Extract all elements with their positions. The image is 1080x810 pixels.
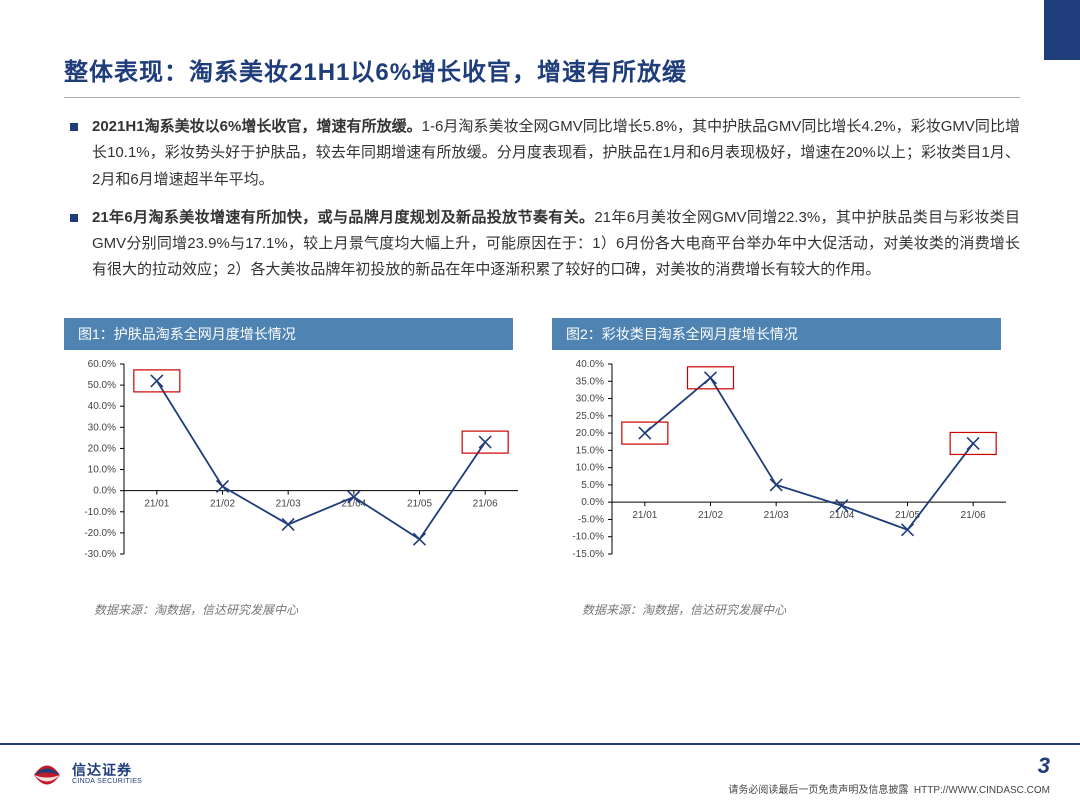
- footer: 信达证券 CINDA SECURITIES 3 请务必阅读最后一页免责声明及信息…: [0, 743, 1080, 810]
- svg-text:0.0%: 0.0%: [581, 497, 604, 508]
- svg-text:30.0%: 30.0%: [576, 393, 604, 404]
- svg-text:50.0%: 50.0%: [88, 380, 116, 391]
- logo-en: CINDA SECURITIES: [72, 778, 142, 785]
- svg-text:5.0%: 5.0%: [581, 479, 604, 490]
- page-number: 3: [728, 753, 1050, 779]
- svg-text:21/02: 21/02: [210, 498, 235, 509]
- slide-content: 整体表现：淘系美妆21H1以6%增长收官，增速有所放缓 2021H1淘系美妆以6…: [0, 0, 1080, 618]
- disclaimer-url: HTTP://WWW.CINDASC.COM: [914, 785, 1050, 796]
- chart1-source: 数据来源：淘数据，信达研究发展中心: [64, 601, 532, 618]
- svg-text:21/01: 21/01: [632, 510, 657, 521]
- logo-icon: [30, 760, 64, 790]
- svg-text:60.0%: 60.0%: [88, 359, 116, 370]
- svg-text:21/06: 21/06: [961, 510, 986, 521]
- bullet-bold: 2021H1淘系美妆以6%增长收官，增速有所放缓。: [92, 118, 422, 135]
- svg-text:20.0%: 20.0%: [88, 443, 116, 454]
- disclaimer-text: 请务必阅读最后一页免责声明及信息披露: [728, 785, 908, 796]
- bullet-bold: 21年6月淘系美妆增速有所加快，或与品牌月度规划及新品投放节奏有关。: [92, 209, 594, 226]
- logo-cn: 信达证券: [72, 763, 142, 778]
- footer-right: 3 请务必阅读最后一页免责声明及信息披露 HTTP://WWW.CINDASC.…: [728, 753, 1050, 796]
- chart2-source: 数据来源：淘数据，信达研究发展中心: [552, 601, 1020, 618]
- svg-text:21/02: 21/02: [698, 510, 723, 521]
- svg-text:-30.0%: -30.0%: [84, 549, 116, 560]
- chart2-title: 图2：彩妆类目淘系全网月度增长情况: [552, 318, 1001, 350]
- title-divider: [64, 97, 1020, 98]
- svg-text:-20.0%: -20.0%: [84, 527, 116, 538]
- bullet-list: 2021H1淘系美妆以6%增长收官，增速有所放缓。1-6月淘系美妆全网GMV同比…: [64, 114, 1020, 284]
- corner-accent: [1044, 0, 1080, 60]
- disclaimer: 请务必阅读最后一页免责声明及信息披露 HTTP://WWW.CINDASC.CO…: [728, 781, 1050, 796]
- svg-text:20.0%: 20.0%: [576, 428, 604, 439]
- svg-text:25.0%: 25.0%: [576, 410, 604, 421]
- logo-text: 信达证券 CINDA SECURITIES: [72, 763, 142, 785]
- svg-text:21/06: 21/06: [473, 498, 498, 509]
- svg-text:21/03: 21/03: [764, 510, 789, 521]
- chart1-title: 图1：护肤品淘系全网月度增长情况: [64, 318, 513, 350]
- svg-text:10.0%: 10.0%: [576, 462, 604, 473]
- svg-text:-5.0%: -5.0%: [578, 514, 604, 525]
- svg-text:21/01: 21/01: [144, 498, 169, 509]
- svg-text:21/03: 21/03: [276, 498, 301, 509]
- svg-text:21/04: 21/04: [829, 510, 854, 521]
- svg-text:21/05: 21/05: [895, 510, 920, 521]
- svg-text:10.0%: 10.0%: [88, 464, 116, 475]
- page-title: 整体表现：淘系美妆21H1以6%增长收官，增速有所放缓: [64, 52, 1020, 87]
- svg-text:0.0%: 0.0%: [93, 485, 116, 496]
- svg-text:-10.0%: -10.0%: [572, 531, 604, 542]
- bullet-item: 2021H1淘系美妆以6%增长收官，增速有所放缓。1-6月淘系美妆全网GMV同比…: [64, 114, 1020, 193]
- svg-text:30.0%: 30.0%: [88, 422, 116, 433]
- svg-text:35.0%: 35.0%: [576, 376, 604, 387]
- svg-text:21/05: 21/05: [407, 498, 432, 509]
- svg-text:-15.0%: -15.0%: [572, 549, 604, 560]
- bullet-item: 21年6月淘系美妆增速有所加快，或与品牌月度规划及新品投放节奏有关。21年6月美…: [64, 205, 1020, 284]
- svg-text:40.0%: 40.0%: [576, 359, 604, 370]
- chart1-column: 图1：护肤品淘系全网月度增长情况 -30.0% -20.0% -10.0% 0.0% 1…: [64, 318, 532, 618]
- svg-text:-10.0%: -10.0%: [84, 506, 116, 517]
- svg-text:15.0%: 15.0%: [576, 445, 604, 456]
- brand-logo: 信达证券 CINDA SECURITIES: [30, 760, 142, 790]
- svg-text:40.0%: 40.0%: [88, 401, 116, 412]
- chart2-column: 图2：彩妆类目淘系全网月度增长情况 -15.0% -10.0% -5.0% 0.0% 5…: [552, 318, 1020, 618]
- charts-row: 图1：护肤品淘系全网月度增长情况 -30.0% -20.0% -10.0% 0.0% 1…: [64, 318, 1020, 618]
- chart2-svg: -15.0% -10.0% -5.0% 0.0% 5.0% 10.0% 15.0% 20.0%…: [552, 350, 1020, 590]
- chart1-svg: -30.0% -20.0% -10.0% 0.0% 10.0% 20.0% 30.0% 40.…: [64, 350, 532, 590]
